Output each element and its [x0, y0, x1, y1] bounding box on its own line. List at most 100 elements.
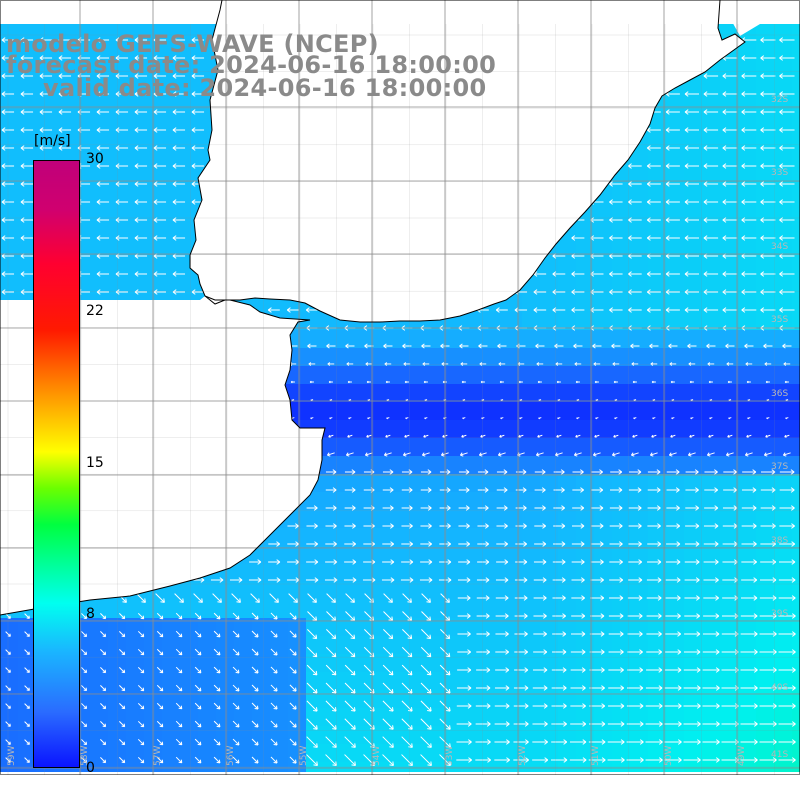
wind-arrow: [194, 630, 202, 638]
speed-cell: [648, 690, 667, 709]
speed-cell: [126, 42, 145, 61]
speed-cell: [468, 708, 487, 727]
speed-cell: [90, 96, 109, 115]
speed-cell: [306, 654, 325, 673]
wind-arrow: [39, 73, 53, 79]
speed-cell: [576, 600, 595, 619]
wind-arrow: [461, 434, 467, 438]
speed-cell: [648, 474, 667, 493]
speed-cell: [594, 672, 613, 691]
wind-arrow: [344, 505, 356, 511]
wind-arrow: [156, 648, 164, 656]
wind-arrow: [306, 700, 318, 712]
speed-cell: [756, 438, 775, 457]
wind-arrow: [554, 343, 564, 349]
wind-arrow: [401, 718, 413, 730]
wind-arrow: [741, 307, 757, 313]
speed-cell: [558, 276, 577, 295]
wind-arrow: [668, 343, 678, 349]
wind-arrow: [39, 145, 53, 151]
speed-cell: [792, 132, 800, 151]
speed-cell: [342, 726, 361, 745]
speed-cell: [378, 654, 397, 673]
wind-arrow: [552, 595, 566, 601]
speed-cell: [756, 312, 775, 331]
speed-cell: [252, 564, 271, 583]
speed-cell: [522, 672, 541, 691]
speed-cell: [450, 636, 469, 655]
speed-cell: [612, 312, 631, 331]
wind-arrow: [670, 380, 675, 384]
speed-cell: [576, 294, 595, 313]
wind-arrow: [629, 469, 642, 475]
speed-cell: [576, 582, 595, 601]
wind-arrow: [570, 685, 586, 691]
speed-cell: [558, 258, 577, 277]
wind-arrow: [497, 343, 507, 349]
wind-arrow: [401, 700, 413, 712]
wind-arrow: [532, 685, 548, 691]
wind-arrow: [134, 199, 148, 205]
wind-arrow: [267, 577, 281, 583]
speed-cell: [738, 330, 757, 349]
wind-arrow: [535, 343, 545, 349]
wind-arrow: [383, 629, 394, 640]
speed-cell: [594, 618, 613, 637]
wind-arrow: [269, 593, 279, 603]
wind-arrow: [310, 399, 314, 402]
wind-arrow: [172, 37, 186, 43]
speed-cell: [738, 564, 757, 583]
speed-cell: [450, 654, 469, 673]
speed-cell: [702, 726, 721, 745]
speed-cell: [738, 384, 757, 403]
wind-arrow: [779, 289, 795, 295]
speed-cell: [198, 582, 217, 601]
speed-cell: [666, 294, 685, 313]
speed-cell: [378, 618, 397, 637]
speed-cell: [288, 330, 307, 349]
speed-cell: [0, 636, 19, 655]
wind-arrow: [514, 595, 528, 601]
speed-cell: [774, 294, 793, 313]
speed-cell: [684, 78, 703, 97]
speed-cell: [126, 654, 145, 673]
speed-cell: [324, 456, 343, 475]
speed-cell: [630, 492, 649, 511]
wind-arrow: [458, 487, 470, 493]
speed-cell: [774, 348, 793, 367]
speed-cell: [666, 168, 685, 187]
wind-arrow: [382, 541, 395, 547]
wind-arrow: [552, 613, 566, 619]
wind-arrow: [20, 181, 34, 187]
wind-arrow: [457, 595, 471, 601]
wind-arrow: [592, 343, 602, 349]
wind-arrow: [306, 559, 319, 565]
speed-cell: [486, 366, 505, 385]
speed-cell: [90, 726, 109, 745]
speed-cell: [594, 348, 613, 367]
wind-arrow: [137, 630, 145, 638]
speed-cell: [756, 186, 775, 205]
speed-cell: [648, 744, 667, 763]
speed-cell: [90, 114, 109, 133]
wind-arrow: [344, 541, 357, 547]
wind-arrow: [760, 37, 776, 43]
speed-cell: [306, 384, 325, 403]
speed-cell: [18, 96, 37, 115]
speed-cell: [684, 420, 703, 439]
speed-cell: [738, 672, 757, 691]
wind-arrow: [475, 739, 491, 745]
speed-cell: [774, 744, 793, 763]
wind-arrow: [591, 505, 604, 511]
wind-arrow: [609, 541, 623, 547]
wind-arrow: [515, 505, 527, 511]
speed-cell: [612, 186, 631, 205]
speed-cell: [558, 726, 577, 745]
speed-cell: [486, 672, 505, 691]
speed-cell: [792, 330, 800, 349]
wind-arrow: [477, 469, 489, 475]
speed-cell: [648, 510, 667, 529]
speed-cell: [576, 366, 595, 385]
wind-arrow: [326, 343, 336, 349]
speed-cell: [468, 510, 487, 529]
